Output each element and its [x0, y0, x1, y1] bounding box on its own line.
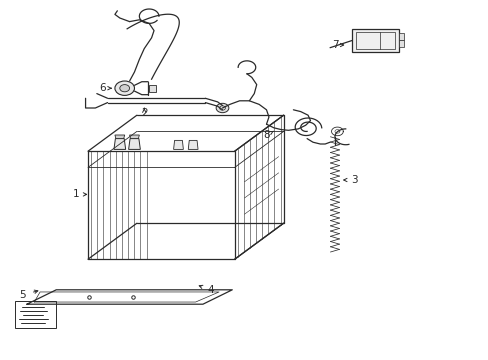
Text: 5: 5	[19, 290, 25, 300]
Bar	[398, 40, 404, 47]
Polygon shape	[128, 139, 140, 149]
Text: 8: 8	[263, 130, 269, 140]
Polygon shape	[188, 140, 198, 149]
Bar	[355, 32, 394, 49]
Circle shape	[120, 85, 129, 92]
Text: 1: 1	[72, 189, 79, 199]
Text: 7: 7	[331, 40, 338, 50]
Text: 3: 3	[350, 175, 357, 185]
Polygon shape	[129, 135, 139, 139]
Bar	[15, 301, 56, 328]
Bar	[398, 33, 404, 40]
Bar	[149, 85, 156, 92]
Text: 2: 2	[141, 108, 147, 118]
Circle shape	[115, 81, 134, 95]
Circle shape	[216, 103, 228, 113]
Polygon shape	[114, 139, 125, 149]
Text: 6: 6	[99, 83, 106, 93]
Text: 4: 4	[206, 285, 213, 295]
Bar	[351, 29, 398, 52]
Polygon shape	[115, 135, 124, 139]
Polygon shape	[173, 140, 183, 149]
